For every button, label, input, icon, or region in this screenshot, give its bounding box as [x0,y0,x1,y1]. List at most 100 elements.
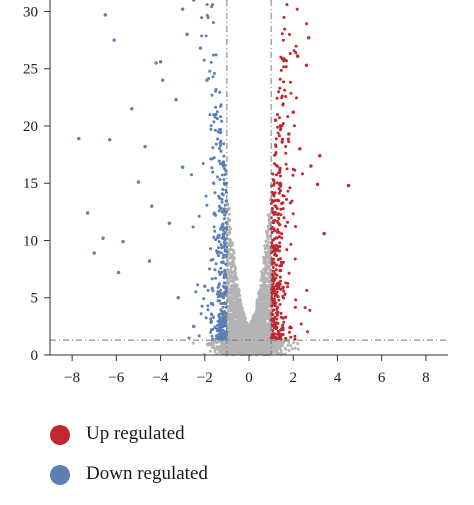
gene-point [256,320,260,324]
gene-point [220,173,224,177]
gene-point [278,264,282,268]
gene-point [221,261,225,265]
gene-point [262,267,265,271]
gene-point [286,282,290,285]
gene-point [258,323,262,327]
gene-point [271,178,275,182]
gene-point [285,3,289,7]
gene-point [293,257,297,261]
gene-point [191,225,195,229]
gene-point [279,55,283,59]
gene-point [226,300,230,303]
gene-point [228,247,232,251]
gene-point [208,267,211,271]
gene-point [273,345,277,349]
gene-point [254,343,258,347]
gene-point [222,347,226,351]
gene-point [219,308,223,312]
gene-point [191,341,195,345]
gene-point [214,142,218,146]
gene-point [232,279,235,283]
gene-point [225,270,229,274]
gene-point [187,336,191,340]
gene-point [217,209,221,213]
gene-point [215,345,219,349]
gene-point [200,16,204,20]
gene-point [272,270,276,273]
gene-point [216,290,220,294]
gene-point [216,137,220,141]
gene-point [289,80,292,84]
gene-point [227,229,231,233]
gene-point [225,226,228,230]
gene-point [228,238,232,242]
gene-point [286,137,290,141]
gene-point [274,268,278,272]
gene-point [284,315,288,319]
gene-point [271,172,275,176]
gene-point [280,202,284,206]
gene-point [267,234,271,238]
gene-point [197,334,201,338]
gene-point [229,261,232,265]
gene-point [220,223,224,227]
gene-point [264,263,268,267]
gene-point [210,320,213,324]
gene-point [238,294,242,298]
gene-point [232,248,235,252]
gene-point [209,124,213,128]
gene-point [281,137,285,141]
gene-point [220,310,224,314]
gene-point [232,255,236,259]
gene-point [294,225,297,228]
gene-point [294,51,298,55]
gene-point [229,244,233,248]
gene-point [222,253,226,257]
gene-point [286,189,290,193]
gene-point [260,278,264,282]
gene-point [221,245,224,249]
gene-point [274,327,278,331]
gene-point [272,229,276,233]
gene-point [218,351,222,355]
gene-point [305,22,309,26]
gene-point [238,315,241,319]
gene-point [217,246,220,250]
gene-point [275,96,279,100]
gene-point [273,210,277,214]
gene-point [267,302,271,305]
gene-point [276,247,279,251]
gene-point [233,292,236,296]
gene-point [216,319,220,323]
gene-point [209,330,213,334]
gene-point [268,259,271,262]
gene-point [230,318,234,322]
gene-point [272,257,276,261]
gene-point [215,117,219,121]
gene-point [211,146,215,150]
gene-point [277,245,281,248]
gene-point [268,256,272,260]
gene-point [269,270,273,274]
gene-point [289,91,293,95]
gene-point [209,341,213,345]
gene-point [210,277,214,281]
gene-point [248,326,252,330]
gene-point [224,334,228,338]
gene-point [284,224,288,228]
gene-point [214,238,218,242]
gene-point [295,7,299,11]
gene-point [261,301,265,305]
gene-point [226,208,230,212]
gene-point [204,194,208,198]
gene-point [214,105,218,109]
gene-point [286,115,290,119]
gene-point [200,34,204,38]
gene-point [211,257,215,261]
gene-point [290,347,294,351]
gene-point [233,301,237,305]
gene-point [271,192,275,196]
gene-point [205,203,209,207]
gene-point [270,207,274,210]
gene-point [289,335,293,339]
